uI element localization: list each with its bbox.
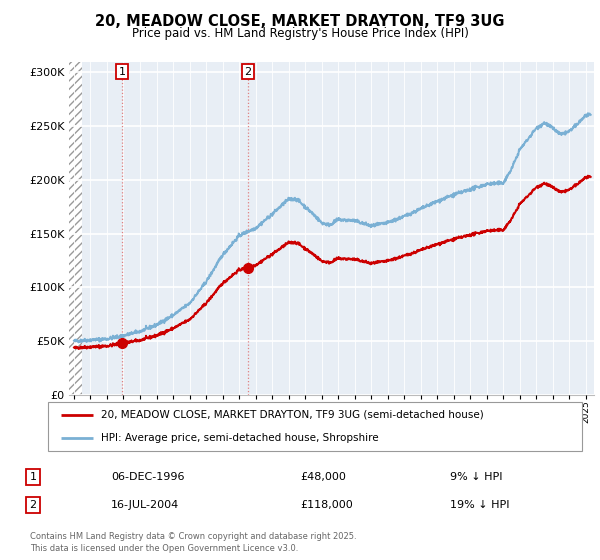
Text: 1: 1 bbox=[119, 67, 125, 77]
Text: HPI: Average price, semi-detached house, Shropshire: HPI: Average price, semi-detached house,… bbox=[101, 433, 379, 444]
Text: £48,000: £48,000 bbox=[300, 472, 346, 482]
Bar bbox=[69, 62, 82, 395]
Text: 20, MEADOW CLOSE, MARKET DRAYTON, TF9 3UG (semi-detached house): 20, MEADOW CLOSE, MARKET DRAYTON, TF9 3U… bbox=[101, 410, 484, 420]
Text: 2: 2 bbox=[29, 500, 37, 510]
FancyBboxPatch shape bbox=[48, 402, 582, 451]
Text: 1: 1 bbox=[29, 472, 37, 482]
Text: 9% ↓ HPI: 9% ↓ HPI bbox=[450, 472, 503, 482]
Text: £118,000: £118,000 bbox=[300, 500, 353, 510]
Text: 06-DEC-1996: 06-DEC-1996 bbox=[111, 472, 185, 482]
Text: Price paid vs. HM Land Registry's House Price Index (HPI): Price paid vs. HM Land Registry's House … bbox=[131, 27, 469, 40]
Text: 16-JUL-2004: 16-JUL-2004 bbox=[111, 500, 179, 510]
Text: 20, MEADOW CLOSE, MARKET DRAYTON, TF9 3UG: 20, MEADOW CLOSE, MARKET DRAYTON, TF9 3U… bbox=[95, 14, 505, 29]
Text: 19% ↓ HPI: 19% ↓ HPI bbox=[450, 500, 509, 510]
Text: 2: 2 bbox=[244, 67, 251, 77]
Text: Contains HM Land Registry data © Crown copyright and database right 2025.
This d: Contains HM Land Registry data © Crown c… bbox=[30, 533, 356, 553]
